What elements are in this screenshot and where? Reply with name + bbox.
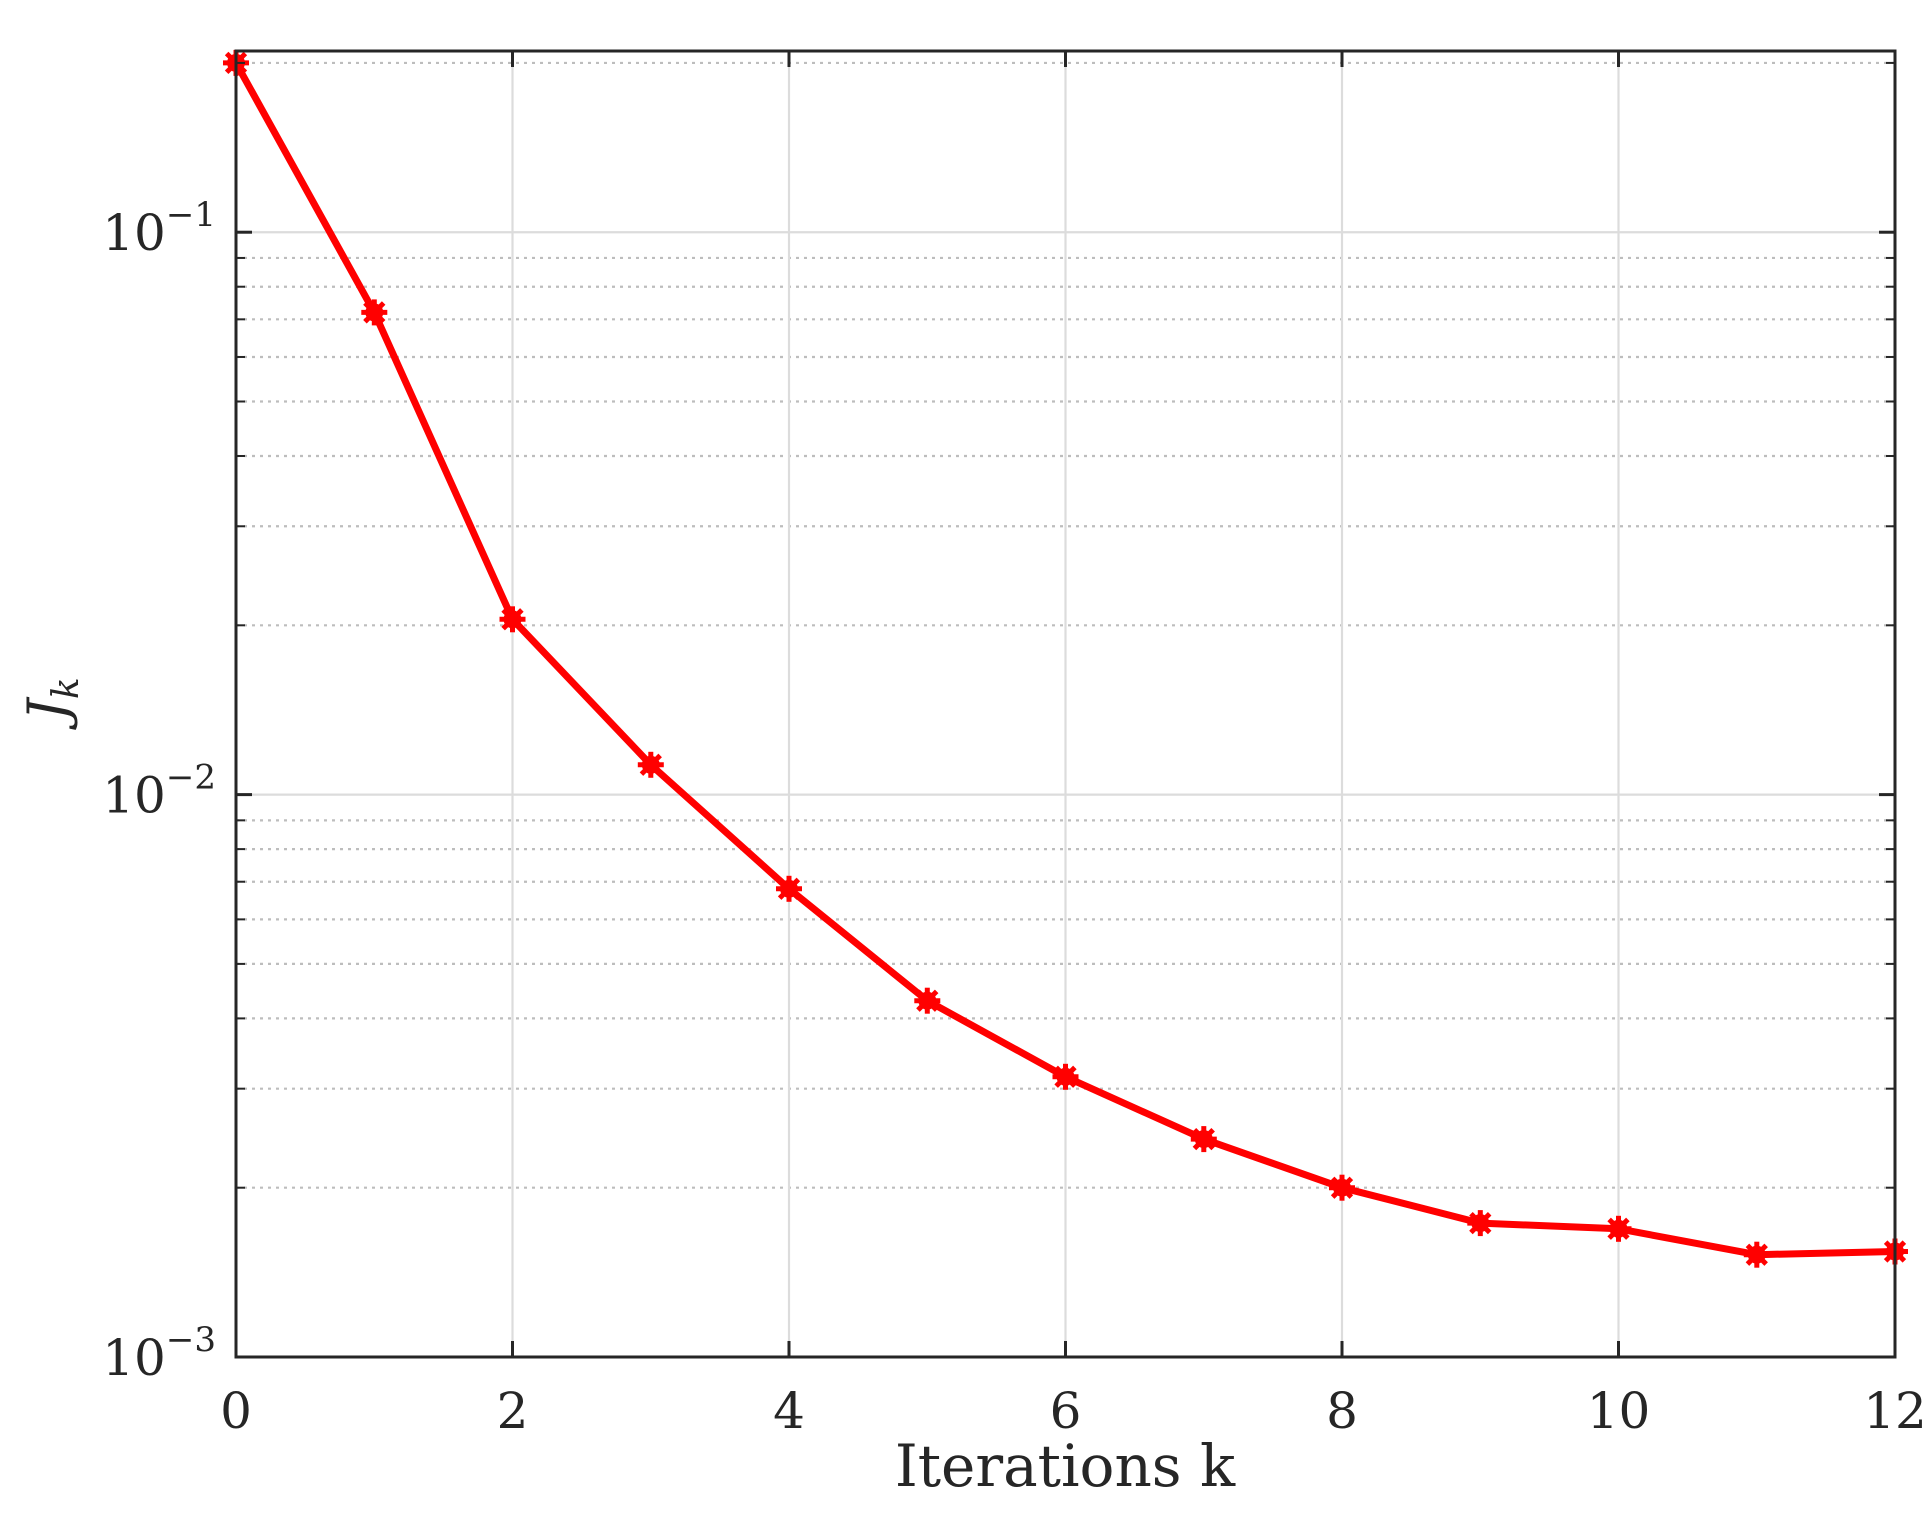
y-tick-label-exponent: −1: [166, 195, 216, 235]
x-tick-labels: 0 2 4 6 8 10 12: [220, 1382, 1927, 1440]
x-tick-label: 10: [1587, 1382, 1651, 1440]
series-layer: [223, 49, 1908, 1268]
data-point: [1052, 1063, 1079, 1090]
y-tick-label-exponent: −3: [166, 1320, 216, 1360]
data-point: [499, 606, 526, 633]
x-tick-label: 0: [220, 1382, 252, 1440]
y-tick-label: 10−1: [102, 195, 216, 262]
data-point: [1329, 1174, 1355, 1201]
x-tick-label: 6: [1050, 1382, 1082, 1440]
data-point: [637, 751, 664, 778]
y-axis-label-subscript: k: [46, 677, 87, 699]
axis-ticks: [234, 51, 1897, 1359]
y-tick-label: 10−2: [102, 758, 216, 825]
data-point: [1467, 1210, 1494, 1237]
y-tick-label-base: 10: [102, 204, 166, 262]
x-tick-label: 12: [1863, 1382, 1927, 1440]
x-tick-label: 4: [773, 1382, 805, 1440]
data-point: [1605, 1215, 1632, 1242]
x-axis-label: Iterations k: [895, 1432, 1236, 1500]
y-tick-label: 10−3: [102, 1320, 216, 1387]
x-tick-label: 8: [1326, 1382, 1358, 1440]
data-point: [776, 875, 802, 902]
data-point: [361, 299, 388, 326]
y-tick-label-exponent: −2: [166, 758, 216, 798]
data-point: [1190, 1126, 1217, 1153]
data-point: [914, 987, 941, 1014]
data-point: [1743, 1241, 1770, 1268]
x-tick-label: 2: [497, 1382, 529, 1440]
y-tick-label-base: 10: [102, 1329, 166, 1387]
y-tick-labels: 10−110−210−3: [102, 195, 216, 1387]
y-tick-label-base: 10: [102, 767, 166, 825]
